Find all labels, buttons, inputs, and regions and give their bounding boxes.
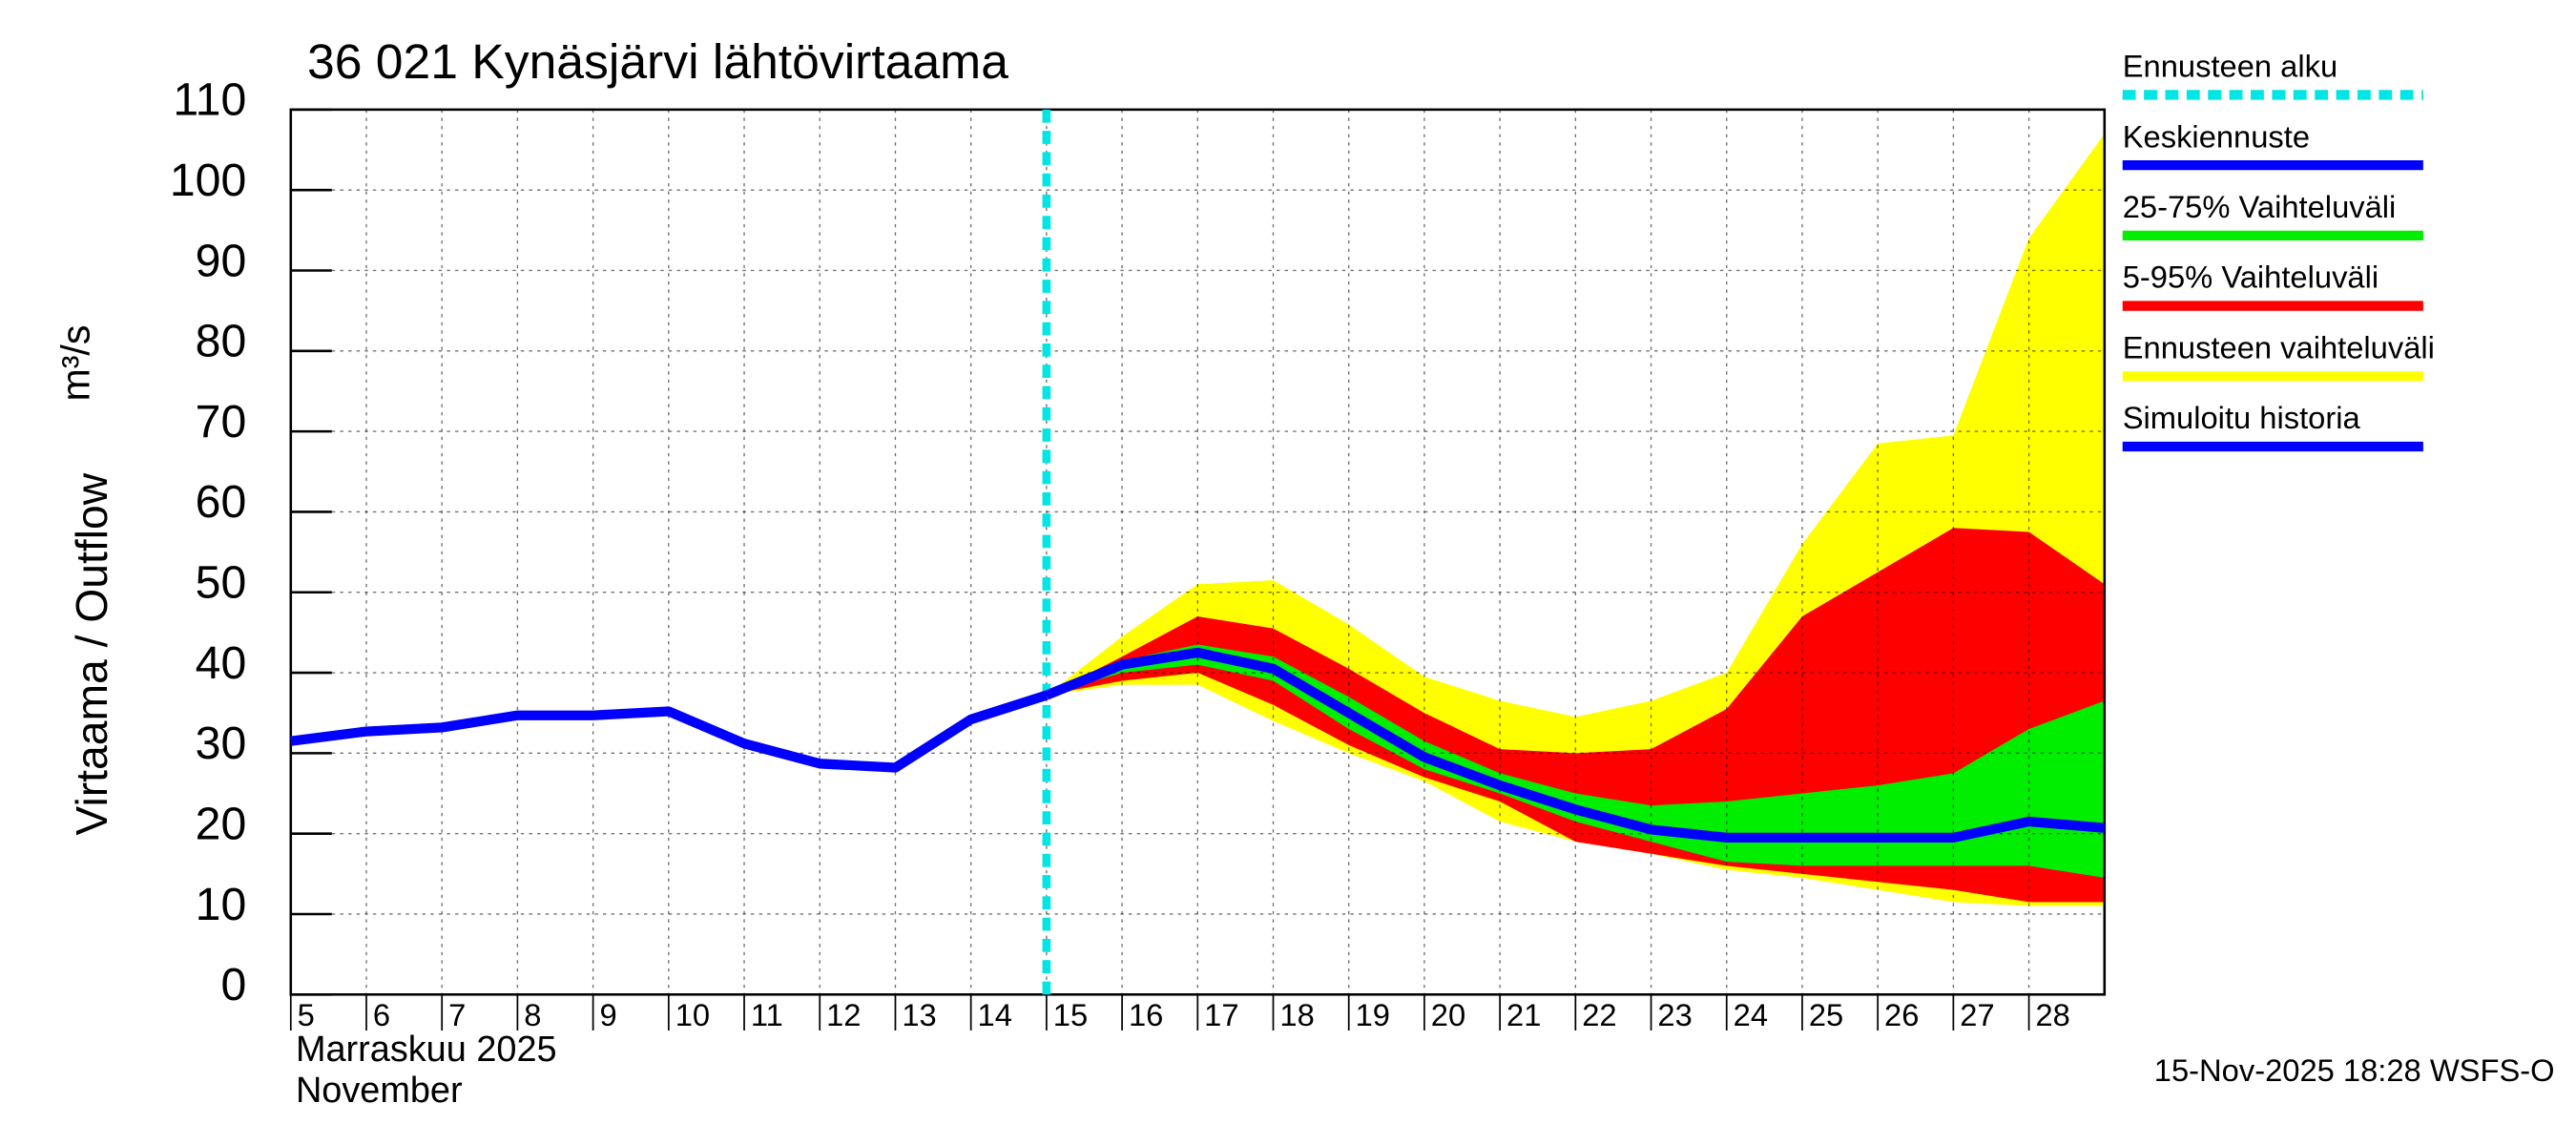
x-tick-label: 10	[675, 997, 710, 1032]
y-tick-label: 10	[196, 879, 247, 930]
y-tick-label: 110	[173, 74, 246, 126]
y-tick-label: 80	[196, 316, 247, 367]
x-tick-label: 13	[902, 997, 936, 1032]
band-area	[1046, 644, 2105, 879]
y-tick-label: 40	[196, 637, 247, 689]
x-tick-label: 6	[373, 997, 390, 1032]
x-tick-label: 21	[1506, 997, 1541, 1032]
series-line	[1044, 647, 2106, 843]
legend-label: 25-75% Vaihteluväli	[2123, 189, 2397, 224]
x-tick-label: 9	[600, 997, 617, 1032]
x-tick-label: 18	[1279, 997, 1314, 1032]
x-tick-label: 7	[448, 997, 466, 1032]
x-tick-label: 24	[1734, 997, 1768, 1032]
x-tick-label: 22	[1582, 997, 1616, 1032]
x-tick-label: 16	[1129, 997, 1163, 1032]
series-line	[290, 690, 1049, 773]
footer: 15-Nov-2025 18:28 WSFS-O	[2154, 1052, 2555, 1088]
chart-title: 36 021 Kynäsjärvi lähtövirtaama	[307, 33, 1008, 89]
x-tick-label: 14	[978, 997, 1012, 1032]
y-tick-label: 60	[196, 476, 247, 528]
y-tick-label: 100	[170, 155, 246, 206]
x-tick-label: 17	[1204, 997, 1238, 1032]
y-axis-label: Virtaama / Outflow	[67, 472, 116, 835]
x-tick-label: 27	[1960, 997, 1994, 1032]
legend-label: Simuloitu historia	[2123, 400, 2361, 435]
x-tick-label: 8	[524, 997, 541, 1032]
y-axis-unit: m³/s	[53, 325, 97, 402]
x-tick-label: 11	[751, 997, 783, 1032]
x-tick-label: 19	[1356, 997, 1390, 1032]
y-tick-label: 20	[196, 799, 247, 850]
x-tick-label: 5	[298, 997, 315, 1032]
legend-label: 5-95% Vaihteluväli	[2123, 260, 2379, 295]
x-tick-label: 15	[1053, 997, 1088, 1032]
x-tick-label: 20	[1431, 997, 1465, 1032]
y-tick-label: 50	[196, 557, 247, 609]
plot-frame	[289, 108, 2107, 996]
legend-label: Ennusteen vaihteluväli	[2123, 330, 2435, 365]
x-tick-label: 26	[1884, 997, 1919, 1032]
legend-label: Ennusteen alku	[2123, 49, 2337, 84]
x-axis-label-en: November	[296, 1071, 463, 1111]
y-tick-label: 90	[196, 235, 247, 286]
y-tick-label: 0	[220, 959, 246, 1010]
x-tick-label: 12	[826, 997, 861, 1032]
x-tick-label: 28	[2035, 997, 2069, 1032]
y-tick-label: 30	[196, 718, 247, 769]
x-tick-label: 25	[1809, 997, 1843, 1032]
x-tick-label: 23	[1657, 997, 1692, 1032]
y-tick-label: 70	[196, 396, 247, 448]
legend-label: Keskiennuste	[2123, 118, 2310, 154]
x-axis-label: Marraskuu 2025	[296, 1030, 557, 1070]
